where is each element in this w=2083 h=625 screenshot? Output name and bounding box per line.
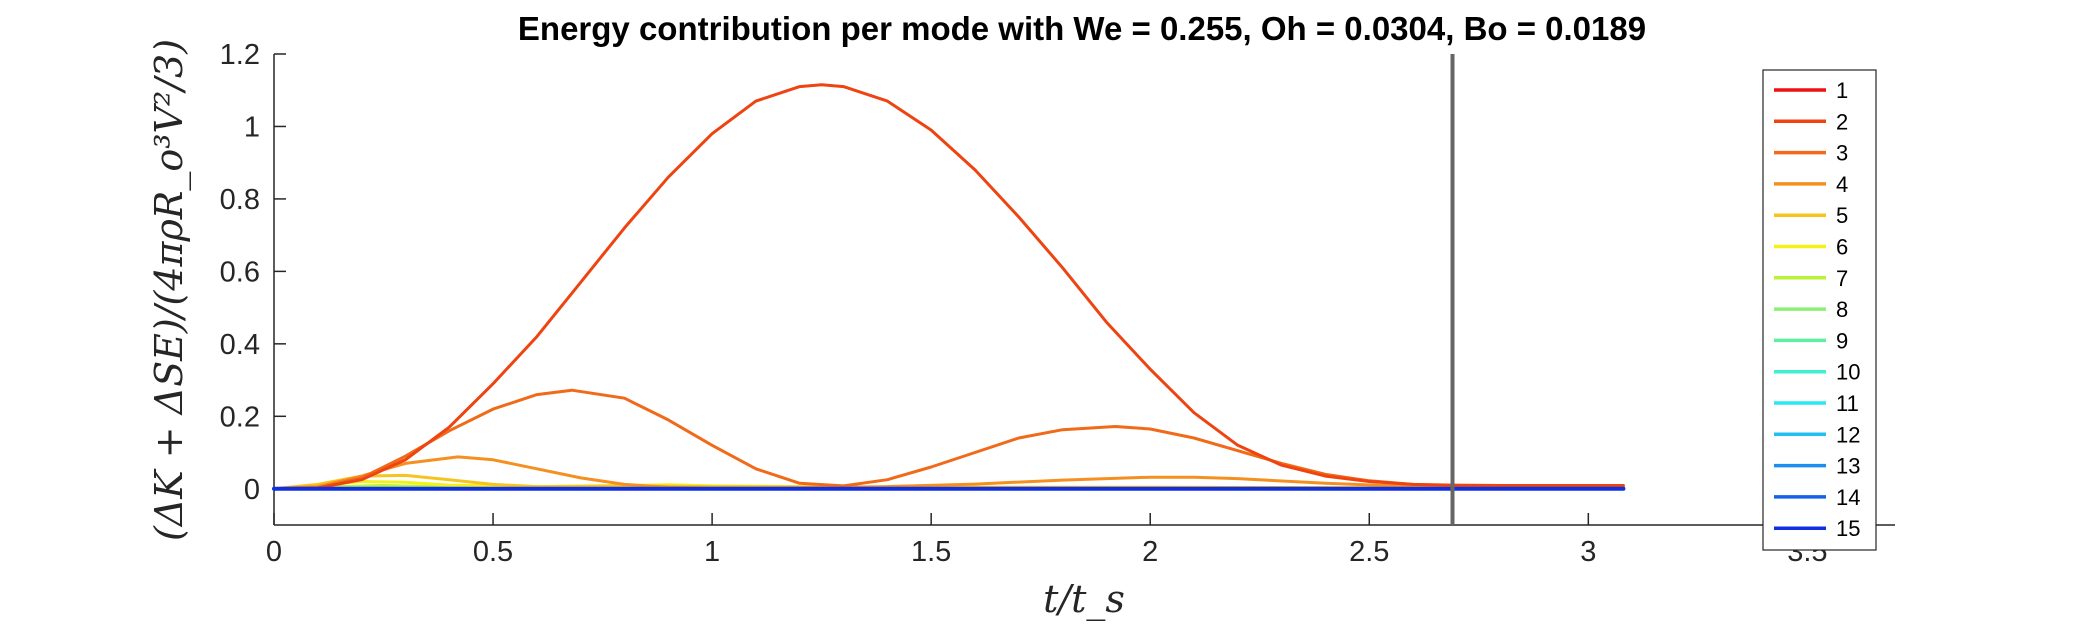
legend-label: 6 — [1836, 235, 1848, 260]
y-tick-label: 1.2 — [220, 39, 260, 71]
series-line-mode-3 — [272, 388, 1625, 491]
legend-label: 14 — [1836, 485, 1860, 510]
y-axis-label: (ΔK + ΔSE)/(4πρR_o³V²/3) — [147, 39, 192, 541]
y-tick-label: 0.4 — [220, 329, 260, 361]
x-tick-label: 0.5 — [473, 536, 513, 568]
x-tick-label: 0 — [266, 536, 282, 568]
y-tick-label: 0 — [244, 474, 260, 506]
x-tick-label: 1 — [704, 536, 720, 568]
x-tick-label: 2 — [1142, 536, 1158, 568]
legend-label: 13 — [1836, 454, 1860, 479]
y-tick-label: 0.6 — [220, 256, 260, 288]
series-line-mode-2 — [272, 83, 1625, 491]
legend-label: 7 — [1836, 266, 1848, 291]
legend-label: 11 — [1836, 391, 1859, 416]
legend-label: 15 — [1836, 516, 1860, 541]
legend-label: 5 — [1836, 203, 1848, 228]
legend-label: 12 — [1836, 422, 1860, 447]
legend-label: 10 — [1836, 360, 1860, 385]
x-tick-label: 2.5 — [1349, 536, 1389, 568]
x-axis-label: t/t_s — [1043, 577, 1125, 622]
legend-label: 4 — [1836, 172, 1848, 197]
legend-label: 8 — [1836, 297, 1848, 322]
chart-title: Energy contribution per mode with We = 0… — [518, 10, 1646, 47]
x-tick-label: 1.5 — [911, 536, 951, 568]
axis-ticks: 0 0.5 1 1.5 2 2.5 3 3.500.20.40.60.811.2 — [220, 39, 1828, 568]
legend-label: 3 — [1836, 141, 1848, 166]
x-tick-label: 3 — [1580, 536, 1596, 568]
y-tick-label: 1 — [244, 111, 260, 143]
y-tick-label: 0.8 — [220, 184, 260, 216]
y-tick-label: 0.2 — [220, 401, 260, 433]
legend-label: 9 — [1836, 328, 1848, 353]
legend-label: 2 — [1836, 109, 1848, 134]
legend-label: 1 — [1836, 78, 1848, 103]
plot-area — [272, 54, 1626, 525]
